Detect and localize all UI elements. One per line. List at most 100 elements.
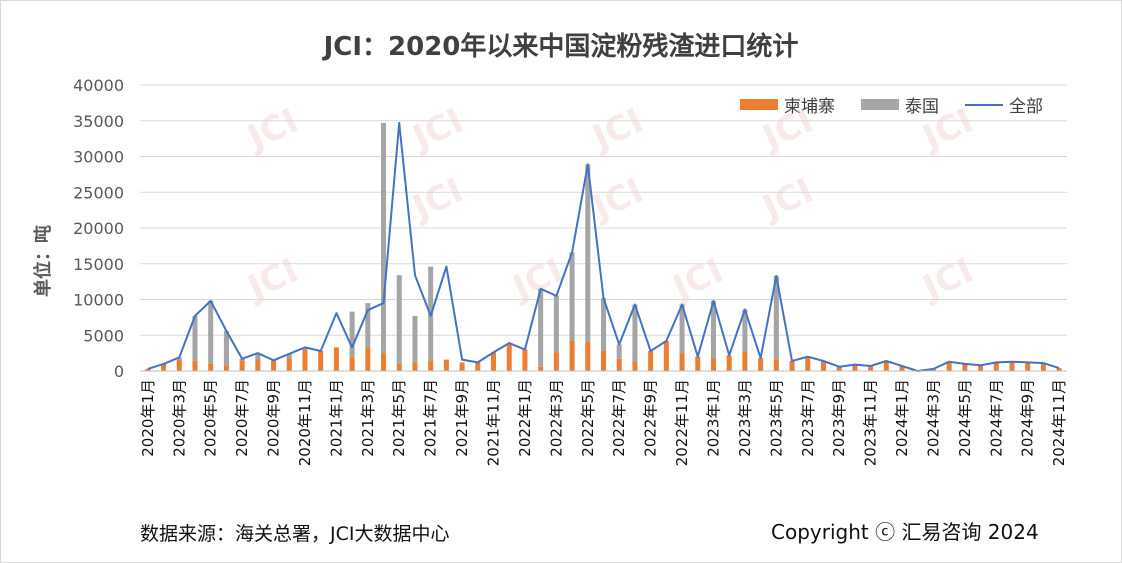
bar-cambodia	[349, 356, 355, 371]
y-tick-label: 30000	[73, 148, 124, 167]
x-tick-label: 2023年5月	[767, 379, 785, 457]
bar-cambodia	[962, 363, 968, 371]
legend-label-cambodia: 柬埔寨	[784, 97, 835, 117]
bar-cambodia	[161, 363, 167, 371]
watermark-text: JCI	[755, 171, 819, 229]
bar-thailand	[192, 315, 198, 361]
bar-cambodia	[742, 351, 748, 371]
legend-item-cambodia: 柬埔寨	[740, 92, 835, 117]
bar-cambodia	[145, 368, 151, 371]
bar-cambodia	[491, 352, 497, 371]
x-tick-label: 2021年3月	[359, 379, 377, 457]
bar-cambodia	[585, 341, 591, 371]
bar-thailand	[679, 304, 685, 354]
bar-thailand	[412, 315, 418, 363]
bar-thailand	[538, 288, 544, 367]
bar-cambodia	[883, 360, 889, 371]
watermark-text: JCI	[240, 251, 304, 309]
bar-cambodia	[428, 360, 434, 371]
bar-thailand	[365, 303, 371, 348]
bar-thailand	[742, 309, 748, 352]
x-tick-label: 2023年7月	[799, 379, 817, 457]
x-tick-label: 2022年1月	[516, 379, 534, 457]
bar-thailand	[585, 164, 591, 342]
bar-cambodia	[208, 363, 214, 371]
x-tick-label: 2021年11月	[485, 379, 503, 466]
copyright-note: Copyright ⓒ 汇易咨询 2024	[771, 520, 1039, 544]
bar-cambodia	[381, 353, 387, 371]
x-tick-label: 2022年3月	[547, 379, 565, 457]
x-tick-label: 2022年5月	[579, 379, 597, 457]
x-tick-label: 2021年7月	[422, 379, 440, 457]
bar-cambodia	[1056, 368, 1062, 371]
watermark-text: JCI	[405, 171, 469, 229]
bar-thailand	[600, 298, 607, 351]
x-tick-label: 2022年7月	[610, 379, 628, 457]
bar-cambodia	[302, 349, 308, 371]
bar-cambodia	[396, 363, 402, 371]
chart-title: JCI：2020年以来中国淀粉残渣进口统计	[323, 32, 799, 62]
bar-cambodia	[632, 361, 638, 371]
bar-cambodia	[569, 340, 575, 371]
bar-thailand	[286, 353, 292, 359]
bar-cambodia	[930, 368, 936, 371]
bar-cambodia	[1009, 361, 1015, 371]
bar-cambodia	[553, 352, 559, 371]
legend-item-total: 全部	[965, 92, 1043, 117]
x-tick-label: 2020年3月	[170, 379, 188, 457]
x-tick-label: 2023年9月	[830, 379, 848, 457]
watermark-text: JCI	[915, 101, 979, 159]
bar-thailand	[632, 304, 638, 362]
bar-thailand	[773, 275, 779, 359]
bar-cambodia	[522, 349, 528, 371]
bar-cambodia	[648, 350, 654, 371]
bar-cambodia	[679, 353, 685, 371]
x-tick-label: 2020年9月	[265, 379, 283, 457]
bar-cambodia	[475, 362, 481, 371]
bar-cambodia	[459, 362, 465, 371]
y-tick-label: 20000	[73, 219, 124, 238]
bar-cambodia	[899, 365, 905, 371]
y-tick-label: 35000	[73, 112, 124, 131]
bar-thailand	[396, 275, 402, 364]
bar-thailand	[381, 122, 387, 354]
x-tick-label: 2023年3月	[736, 379, 754, 457]
x-tick-label: 2024年7月	[987, 379, 1005, 457]
watermark-text: JCI	[755, 101, 819, 159]
bar-cambodia	[600, 350, 607, 371]
x-tick-label: 2024年5月	[956, 379, 974, 457]
line-total	[147, 121, 1060, 372]
legend-label-thailand: 泰国	[905, 97, 939, 117]
bar-cambodia	[1025, 362, 1031, 371]
bar-cambodia	[286, 358, 292, 371]
bar-cambodia	[538, 366, 544, 371]
bar-thailand	[569, 252, 575, 341]
bar-cambodia	[946, 361, 952, 371]
bar-thailand	[616, 344, 622, 359]
bar-thailand	[710, 300, 716, 359]
bar-cambodia	[758, 358, 764, 371]
bar-cambodia	[271, 360, 277, 371]
bar-cambodia	[506, 343, 512, 371]
legend-label-total: 全部	[1009, 97, 1043, 117]
y-tick-label: 15000	[73, 255, 124, 274]
bar-cambodia	[616, 358, 622, 371]
y-tick-label: 0	[114, 362, 124, 381]
x-tick-label: 2024年11月	[1050, 379, 1068, 466]
x-tick-label: 2021年9月	[453, 379, 471, 457]
bar-cambodia	[318, 350, 324, 371]
bar-cambodia	[695, 356, 701, 371]
bar-cambodia	[1040, 363, 1046, 371]
watermark-text: JCI	[585, 101, 649, 159]
bar-cambodia	[773, 358, 779, 371]
data-source-note: 数据来源：海关总署，JCI大数据中心	[140, 523, 450, 545]
bar-cambodia	[978, 365, 984, 371]
bar-cambodia	[836, 366, 842, 371]
bar-cambodia	[710, 358, 716, 371]
bar-cambodia	[192, 360, 198, 371]
bar-cambodia	[365, 347, 371, 371]
bar-cambodia	[726, 355, 732, 371]
legend-line-total	[965, 103, 1003, 106]
